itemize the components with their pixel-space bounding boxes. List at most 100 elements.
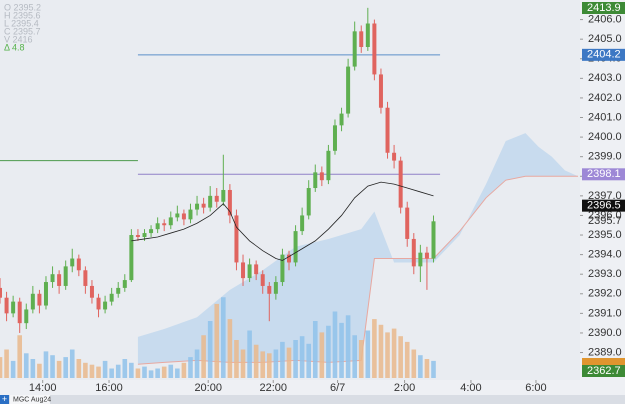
add-icon: +	[2, 394, 7, 404]
candle-body	[352, 31, 357, 67]
volume-bar	[326, 325, 331, 378]
volume-bar	[76, 359, 82, 378]
volume-bar	[129, 362, 134, 378]
x-tick-label: 22:00	[259, 382, 287, 394]
price-label-box	[582, 199, 625, 212]
y-tick-label: 2394.0	[588, 249, 622, 261]
x-tick-label: 4:00	[460, 382, 481, 394]
volume-bar	[293, 340, 298, 378]
candle-body	[372, 23, 377, 75]
candle-body	[385, 107, 390, 153]
candle-body	[254, 264, 259, 275]
volume-bar	[273, 349, 279, 378]
volume-bar	[253, 344, 259, 378]
candle-body	[300, 215, 305, 232]
volume-bar	[0, 357, 3, 378]
volume-bar	[306, 343, 312, 378]
time-axis	[0, 380, 625, 395]
volume-bar	[50, 355, 55, 378]
volume-bar	[286, 347, 292, 378]
price-label-box	[582, 365, 625, 377]
candle-body	[359, 31, 364, 48]
volume-bar	[234, 340, 239, 378]
candle-body	[227, 189, 232, 216]
volume-bar	[352, 335, 357, 378]
volume-bar	[168, 364, 174, 378]
volume-bar	[247, 330, 252, 378]
x-tick-label: 20:00	[194, 382, 222, 394]
volume-bar	[201, 335, 206, 378]
volume-bar	[135, 368, 141, 378]
candle-body	[313, 172, 318, 189]
volume-bar	[312, 321, 318, 378]
candle-body	[155, 223, 160, 230]
volume-bar	[240, 349, 246, 378]
y-tick-label: 2405.0	[588, 33, 622, 45]
volume-bar	[221, 297, 226, 378]
volume-bar	[378, 324, 384, 378]
plot	[0, 7, 578, 378]
volume-bar	[69, 349, 75, 378]
candle-body	[135, 235, 140, 237]
y-tick-label: 2396.0	[588, 209, 622, 221]
volume-bar	[280, 341, 285, 378]
y-tick-label: 2392.0	[588, 288, 622, 300]
ohlc-legend: O 2395.2	[4, 2, 41, 12]
candle-body	[365, 23, 370, 48]
candle-body	[201, 203, 206, 208]
volume-bar	[299, 336, 305, 378]
candle-body	[378, 74, 383, 108]
ohlc-legend: L 2395.4	[4, 18, 39, 28]
volume-bar	[207, 321, 213, 378]
candle-body	[17, 301, 22, 324]
x-tick-label: 6:00	[525, 382, 546, 394]
price-label: 2413.9	[587, 2, 621, 14]
volume-bar	[194, 349, 200, 378]
candle-body	[0, 287, 2, 298]
volume-bar	[227, 319, 233, 378]
add-tab[interactable]	[0, 395, 9, 404]
candle-body	[418, 252, 423, 267]
volume-bar	[161, 366, 167, 378]
price-axis	[580, 0, 625, 380]
volume-bar	[418, 355, 423, 378]
volume-bar	[385, 332, 390, 378]
candle-body	[392, 152, 397, 161]
candle-body	[89, 285, 94, 298]
volume-bar	[188, 357, 193, 378]
volume-bar	[260, 351, 266, 378]
candle-body	[103, 301, 108, 310]
candle-body	[168, 217, 173, 226]
candle-body	[411, 238, 416, 267]
volume-bar	[56, 360, 62, 378]
price-label: 2396.5	[587, 200, 621, 212]
volume-bar	[431, 360, 436, 378]
volume-bar	[148, 370, 154, 378]
y-tick-label: 2406.0	[588, 13, 622, 25]
change-label: Δ 4.8	[4, 42, 25, 52]
candle-body	[332, 125, 337, 151]
last-price: 2395.7	[588, 215, 622, 227]
candle-body	[116, 287, 121, 294]
y-tick-label: 2400.0	[588, 131, 622, 143]
volume-bar	[23, 353, 29, 378]
price-label: 2404.2	[587, 49, 621, 61]
volume-bar	[17, 335, 23, 378]
x-tick-label: 2:00	[394, 382, 415, 394]
y-tick-label: 2401.0	[588, 111, 622, 123]
price-label-shadow	[582, 358, 625, 369]
volume-bar	[83, 362, 88, 378]
candle-body	[37, 293, 42, 306]
volume-bar	[10, 360, 16, 378]
y-tick-label: 2397.0	[588, 190, 622, 202]
volume-bar	[96, 366, 101, 378]
candle-body	[43, 282, 48, 306]
tab[interactable]	[10, 395, 50, 404]
candle-body	[431, 221, 436, 259]
candle-body	[326, 150, 331, 181]
price-label: 2398.1	[587, 168, 621, 180]
volume-bar	[319, 332, 325, 378]
candle-body	[293, 231, 298, 263]
candle-body	[247, 264, 252, 279]
